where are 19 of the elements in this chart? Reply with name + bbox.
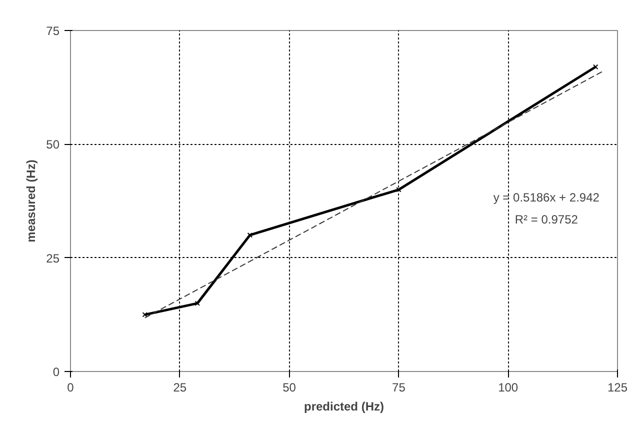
y-tick-label: 25	[46, 251, 60, 266]
annotation: R² = 0.9752	[514, 212, 578, 227]
y-tick-label: 50	[46, 138, 60, 152]
x-tick-label: 0	[67, 380, 74, 394]
point	[194, 300, 200, 306]
point	[247, 232, 253, 238]
point	[142, 312, 148, 318]
annotation: y = 0.5186x + 2.942	[493, 190, 600, 204]
x-tick-label: 75	[392, 380, 406, 394]
x-tick-label: 125	[607, 380, 628, 394]
x-tick-label: 25	[173, 380, 187, 394]
point	[396, 187, 402, 192]
x-tick-label: 100	[498, 380, 518, 394]
y-axis-title: measured (Hz)	[24, 160, 38, 242]
x-axis-title: predicted (Hz)	[304, 400, 384, 414]
point	[593, 64, 598, 70]
y-tick-label: 0	[52, 365, 60, 379]
y-tick-label: 75	[46, 24, 60, 38]
x-tick-label: 50	[282, 380, 296, 394]
